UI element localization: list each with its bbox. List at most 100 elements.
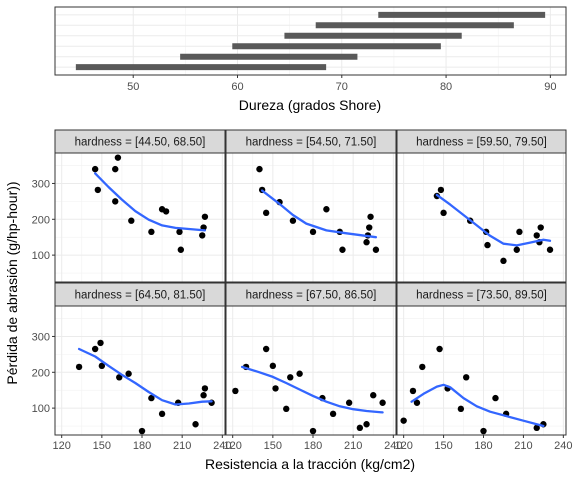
data-point <box>440 209 447 217</box>
data-point <box>356 424 364 432</box>
x-tick-label: 210 <box>173 440 191 452</box>
y-tick-label: 300 <box>32 178 50 190</box>
data-point <box>363 421 370 428</box>
facet-strip-label: hardness = [73.50, 89.50] <box>416 290 547 302</box>
x-tick-label: 210 <box>514 440 532 452</box>
x-tick-label: 120 <box>394 440 412 452</box>
top-panel-background <box>55 7 566 75</box>
data-point <box>112 198 119 205</box>
top-x-tick-label: 90 <box>544 81 556 93</box>
data-point <box>91 345 99 353</box>
facet-strip-label: hardness = [44.50, 68.50] <box>75 137 206 149</box>
y-tick-label: 200 <box>32 214 50 226</box>
top-x-tick-label: 50 <box>127 81 139 93</box>
data-point <box>201 385 209 392</box>
data-point <box>289 217 297 224</box>
data-point <box>309 228 317 236</box>
facet-strip-label: hardness = [59.50, 79.50] <box>416 137 547 149</box>
data-point <box>533 424 540 432</box>
data-point <box>379 399 386 406</box>
data-point <box>546 246 554 253</box>
data-point <box>176 228 183 236</box>
data-point <box>91 165 99 173</box>
x-tick-label: 180 <box>133 440 151 452</box>
top-x-axis-title: Dureza (grados Shore) <box>239 97 381 113</box>
data-point <box>201 213 209 220</box>
data-point <box>162 208 170 215</box>
data-point <box>272 385 279 392</box>
data-point <box>409 387 417 395</box>
data-point <box>500 257 507 265</box>
x-tick-label: 150 <box>93 440 111 452</box>
data-point <box>148 394 155 402</box>
data-point <box>323 206 330 213</box>
facet-strip-label: hardness = [54.50, 71.50] <box>246 137 377 149</box>
facet-panel: hardness = [64.50, 81.50] 100 200 300 120 150… <box>32 282 232 452</box>
data-point <box>128 217 135 224</box>
smooth-line <box>77 347 213 406</box>
x-tick-label: 150 <box>434 440 452 452</box>
smooth-line <box>240 365 384 414</box>
data-point <box>200 392 207 399</box>
facet-panel: hardness = [73.50, 89.50] 120 150 180 210 240 <box>394 282 573 452</box>
data-point <box>367 213 374 220</box>
data-point <box>516 228 523 236</box>
data-point <box>269 362 277 370</box>
data-point <box>262 209 270 217</box>
data-point <box>192 421 199 428</box>
panel-border <box>54 305 226 436</box>
data-point <box>97 339 104 347</box>
data-point <box>533 232 540 239</box>
data-point <box>138 427 146 435</box>
data-point <box>480 427 487 435</box>
data-point <box>462 374 470 381</box>
data-point <box>400 417 407 424</box>
x-tick-label: 180 <box>474 440 492 452</box>
panel-background <box>397 153 566 282</box>
data-point <box>98 362 106 370</box>
x-tick-label: 240 <box>384 440 402 452</box>
facet-panel: hardness = [67.50, 86.50] 120 150 180 210 240 <box>224 282 403 452</box>
smooth-line <box>410 383 545 428</box>
facet-strip-label: hardness = [64.50, 81.50] <box>75 290 206 302</box>
data-point <box>177 246 185 253</box>
data-point <box>372 246 380 253</box>
data-point <box>262 345 270 353</box>
data-point <box>457 405 465 413</box>
y-tick-label: 100 <box>32 403 50 415</box>
data-point <box>232 387 239 395</box>
top-x-tick-label: 60 <box>231 81 243 93</box>
smooth-line <box>435 193 552 247</box>
top-panel-border <box>54 6 567 76</box>
y-tick-label: 200 <box>32 367 50 379</box>
data-point <box>513 246 520 253</box>
data-point <box>309 427 317 435</box>
data-point <box>94 186 102 194</box>
data-point <box>114 154 122 161</box>
panel-border <box>225 152 397 283</box>
data-point <box>287 374 294 381</box>
panel-border <box>396 152 567 283</box>
facet-grid: hardness = [44.50, 68.50] 100 200 300 hardne… <box>32 129 573 452</box>
x-tick-label: 240 <box>554 440 572 452</box>
data-point <box>345 399 353 406</box>
hardness-interval-panel: 50 60 70 80 90 <box>54 6 567 93</box>
data-point <box>492 394 499 402</box>
data-point <box>366 224 373 231</box>
data-point <box>537 224 544 231</box>
y-tick-label: 100 <box>32 250 50 262</box>
data-point <box>413 399 421 406</box>
x-axis-title: Resistencia a la tracción (kg/cm2) <box>205 456 415 472</box>
panel-border <box>225 305 397 436</box>
data-point <box>125 370 132 377</box>
data-point <box>370 392 377 399</box>
data-point <box>116 374 123 381</box>
data-point <box>296 370 303 377</box>
panel-background <box>55 306 225 435</box>
panel-border <box>54 152 226 283</box>
data-point <box>437 186 445 194</box>
x-tick-label: 240 <box>213 440 231 452</box>
x-tick-label: 150 <box>264 440 282 452</box>
data-point <box>484 241 491 249</box>
facet-panel: hardness = [54.50, 71.50] <box>225 129 397 283</box>
